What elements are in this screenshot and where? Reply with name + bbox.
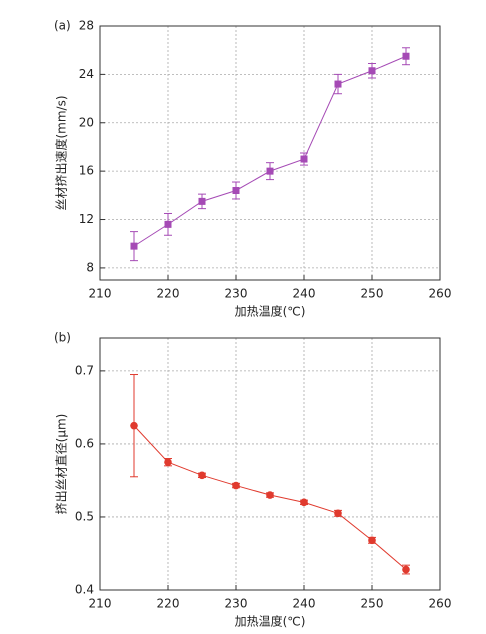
marker [300,155,308,163]
marker [402,52,410,60]
x-tick-label: 230 [225,287,248,301]
marker [164,458,172,466]
panel-label: (b) [54,331,71,345]
y-tick-label: 0.4 [75,583,94,597]
x-tick-label: 210 [89,287,112,301]
y-tick-label: 24 [79,67,94,81]
marker [198,471,206,480]
x-tick-label: 260 [429,287,452,301]
y-axis-title: 挤出丝材直径(μm) [54,414,69,515]
y-tick-label: 12 [79,212,94,226]
marker [368,67,376,75]
x-axis-title: 加热温度(℃) [235,614,306,629]
x-tick-label: 220 [157,287,180,301]
marker [232,481,240,490]
y-tick-label: 28 [79,19,94,33]
y-tick-label: 0.6 [75,436,94,450]
marker [130,242,138,250]
marker [266,167,274,175]
y-tick-label: 0.5 [75,509,94,523]
x-tick-label: 240 [293,597,316,611]
marker [300,498,308,507]
y-tick-label: 0.7 [75,363,94,377]
x-axis-title: 加热温度(℃) [235,304,306,319]
marker [368,536,376,545]
panel-label: (a) [54,19,71,33]
x-tick-label: 250 [361,287,384,301]
x-tick-label: 260 [429,597,452,611]
y-axis-title: 丝材挤出速度(mm/s) [54,95,69,210]
marker [266,491,274,499]
marker [402,565,410,574]
y-tick-label: 8 [86,260,94,274]
y-tick-label: 16 [79,164,94,178]
x-tick-label: 210 [89,597,112,611]
y-tick-label: 20 [79,115,94,129]
series-line [133,55,407,247]
marker [334,509,342,518]
marker [334,80,342,88]
x-tick-label: 240 [293,287,316,301]
marker [232,186,240,194]
plot-frame [99,25,441,281]
x-tick-label: 220 [157,597,180,611]
x-tick-label: 230 [225,597,248,611]
x-tick-label: 250 [361,597,384,611]
marker [198,197,206,205]
plot-frame [99,337,441,591]
marker [164,220,172,228]
marker [130,421,138,430]
